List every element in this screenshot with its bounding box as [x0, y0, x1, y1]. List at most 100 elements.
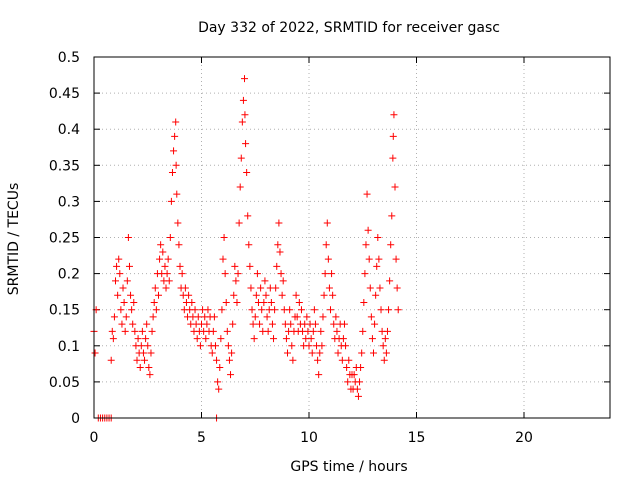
data-point [295, 298, 303, 306]
data-point [161, 262, 169, 270]
y-tick-label: 0 [71, 411, 80, 427]
data-point [141, 356, 149, 364]
y-tick-label: 0.35 [49, 158, 80, 174]
data-point [236, 183, 244, 191]
data-point [193, 335, 201, 343]
data-point [241, 75, 248, 83]
data-point [213, 356, 221, 364]
data-point [227, 371, 235, 379]
data-point [322, 241, 330, 249]
data-point [168, 169, 176, 177]
data-point [382, 349, 390, 357]
data-point [303, 313, 311, 321]
data-point [358, 349, 366, 357]
data-point [381, 335, 389, 343]
data-point [239, 96, 247, 104]
data-point [142, 335, 150, 343]
data-point [364, 226, 372, 234]
data-point [156, 255, 164, 263]
data-point [317, 327, 325, 335]
data-point [235, 219, 243, 227]
data-point [390, 111, 398, 119]
data-point [311, 320, 319, 328]
data-point [267, 298, 275, 306]
data-point [113, 262, 121, 270]
x-tick-label: 0 [90, 430, 99, 446]
data-point [188, 298, 196, 306]
data-point [315, 371, 323, 379]
data-point [146, 371, 154, 379]
data-point [305, 342, 313, 350]
data-point [263, 313, 271, 321]
data-point [125, 262, 133, 270]
data-point [148, 327, 156, 335]
data-point [112, 277, 119, 285]
data-point [363, 190, 371, 198]
data-point [342, 342, 350, 350]
data-point [320, 291, 328, 299]
data-point [209, 327, 217, 335]
data-point [249, 320, 257, 328]
data-point [328, 270, 336, 278]
data-point [274, 241, 282, 249]
data-point [178, 270, 186, 278]
data-point [261, 277, 269, 285]
data-point [234, 270, 242, 278]
data-point [309, 327, 317, 335]
data-point [164, 255, 172, 263]
data-point [260, 298, 268, 306]
data-point [152, 306, 160, 314]
data-point [258, 306, 266, 314]
data-point [375, 255, 383, 263]
x-tick-label: 20 [515, 430, 533, 446]
data-point [370, 349, 377, 357]
data-point [117, 306, 125, 314]
data-point [163, 270, 171, 278]
data-point [270, 335, 278, 343]
data-point [361, 270, 369, 278]
data-point [176, 262, 184, 270]
data-point [172, 118, 180, 126]
x-tick-label: 10 [300, 430, 318, 446]
data-point [246, 262, 254, 270]
data-point [217, 335, 225, 343]
data-point [143, 320, 151, 328]
data-point [319, 313, 327, 321]
data-point [228, 349, 236, 357]
y-axis-label: SRMTID / TECUs [6, 183, 22, 296]
data-point [277, 270, 285, 278]
data-point [245, 241, 253, 249]
data-point [202, 335, 210, 343]
data-point [122, 313, 130, 321]
data-point [340, 320, 348, 328]
data-point [155, 291, 162, 299]
data-point [316, 349, 324, 357]
data-point [150, 298, 158, 306]
y-tick-label: 0.15 [49, 303, 80, 319]
data-point [338, 356, 346, 364]
data-point [325, 284, 333, 292]
data-point [191, 306, 199, 314]
data-point [359, 327, 367, 335]
data-point [130, 298, 138, 306]
data-point [223, 327, 231, 335]
data-point [344, 378, 352, 386]
data-point [173, 190, 181, 198]
data-point [221, 270, 229, 278]
data-point [257, 284, 265, 292]
data-point [272, 284, 280, 292]
data-point [354, 392, 362, 400]
data-point [330, 320, 338, 328]
data-point [262, 291, 270, 299]
data-point [129, 320, 137, 328]
data-point [120, 298, 128, 306]
data-point [278, 291, 286, 299]
data-point [218, 306, 226, 314]
data-point [362, 241, 370, 249]
data-point [318, 342, 326, 350]
data-point [333, 327, 341, 335]
data-point [323, 219, 331, 227]
data-point [214, 378, 222, 386]
y-tick-label: 0.45 [49, 86, 80, 102]
data-point [167, 197, 175, 205]
